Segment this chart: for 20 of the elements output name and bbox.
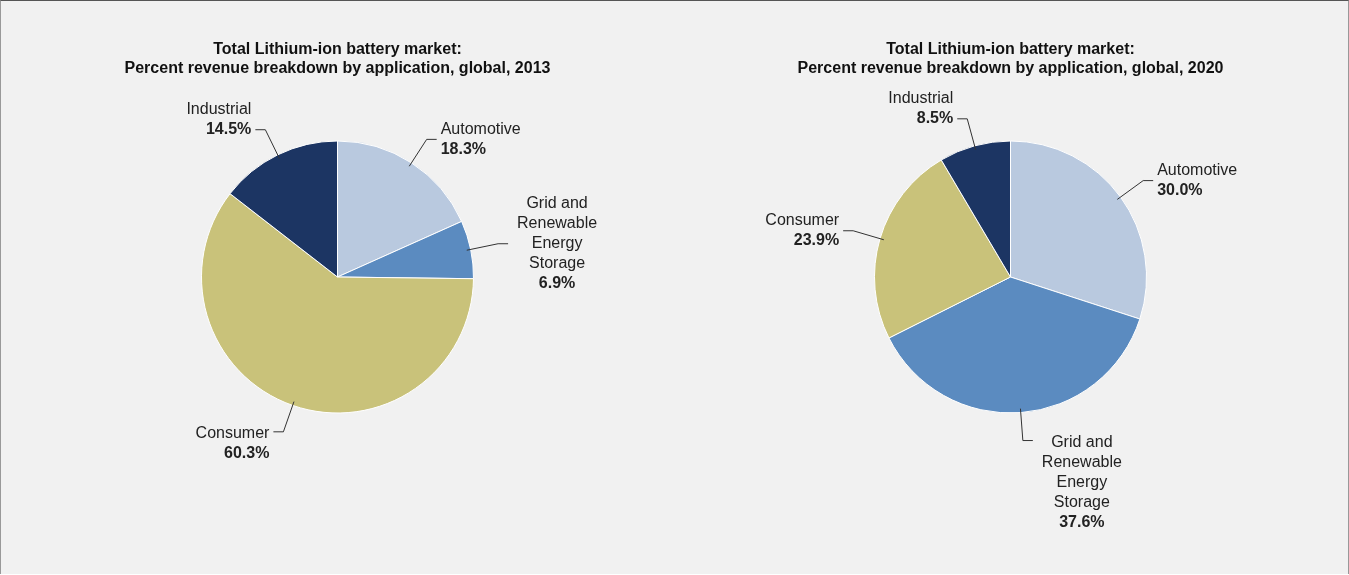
data-label: 18.3%	[440, 139, 487, 157]
slice-label: Grid and Renewable Energy Storage	[1041, 432, 1122, 510]
data-label: 23.9%	[793, 231, 840, 249]
slice-label: Consumer	[765, 211, 840, 229]
slice-label: Industrial	[888, 89, 954, 107]
slice-label: Industrial	[186, 100, 252, 118]
slice-label: Automotive	[440, 119, 521, 137]
data-label: 30.0%	[1157, 181, 1203, 199]
data-label: 60.3%	[224, 444, 270, 462]
data-label: 8.5%	[916, 109, 954, 127]
data-label: 14.5%	[205, 120, 252, 138]
data-label: 6.9%	[538, 274, 576, 292]
slice-label: Consumer	[195, 424, 271, 442]
chart-subtitle: Percent revenue breakdown by application, global, 2020	[797, 58, 1224, 77]
slice-label: Grid and Renewable Energy Storage	[517, 194, 598, 272]
slice-label: Automotive	[1157, 161, 1238, 179]
chart-subtitle: Percent revenue breakdown by application, global, 2013	[124, 58, 551, 77]
chart-title: Total Lithium-ion battery market:	[885, 39, 1136, 58]
data-label: 37.6%	[1059, 512, 1105, 530]
chart-title: Total Lithium-ion battery market:	[212, 39, 463, 58]
